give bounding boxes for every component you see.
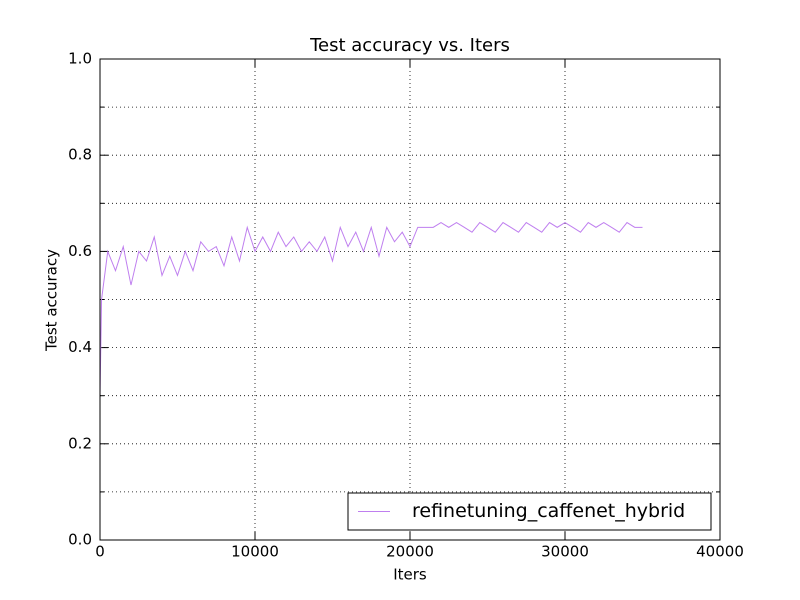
x-tick-label: 10000 [231, 543, 279, 561]
x-tick-label: 30000 [541, 543, 589, 561]
y-tick-label: 0.8 [68, 146, 92, 164]
y-tick-label: 0.0 [68, 531, 92, 549]
y-tick-label: 0.2 [68, 434, 92, 452]
legend: refinetuning_caffenet_hybrid [347, 492, 712, 531]
x-tick-label: 0 [95, 543, 105, 561]
x-tick-label: 40000 [696, 543, 744, 561]
y-tick-label: 0.4 [68, 338, 92, 356]
y-tick-label: 0.6 [68, 242, 92, 260]
x-axis-label: Iters [393, 566, 427, 584]
x-tick-label: 20000 [386, 543, 434, 561]
legend-label: refinetuning_caffenet_hybrid [412, 500, 685, 522]
data-line [99, 221, 643, 396]
plot-frame [99, 58, 721, 541]
chart-title: Test accuracy vs. Iters [309, 35, 510, 56]
y-tick-label: 1.0 [68, 50, 92, 68]
legend-box [347, 492, 712, 531]
y-axis-label: Test accuracy [43, 249, 61, 352]
